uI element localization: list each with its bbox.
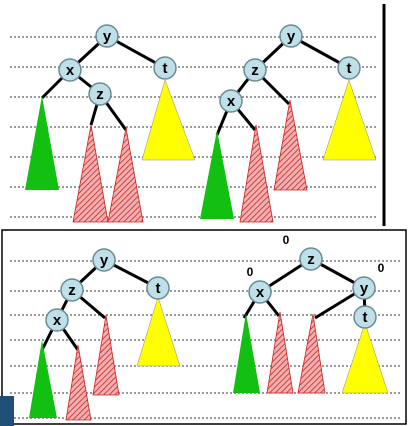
balance-label-x: 0 bbox=[247, 265, 254, 279]
node-label: t bbox=[363, 309, 368, 326]
top-panel: y x z t y z x t bbox=[10, 4, 386, 226]
node-label: t bbox=[156, 280, 161, 297]
node-label: x bbox=[227, 93, 236, 110]
bottom-panel: y z x t z x y t 0 0 0 bbox=[0, 229, 407, 426]
balance-label-y: 0 bbox=[378, 261, 385, 275]
node-x: x bbox=[219, 89, 243, 113]
panel-border bbox=[1, 229, 407, 425]
node-t: t bbox=[337, 56, 361, 80]
node-label: y bbox=[287, 28, 296, 45]
subtree-green bbox=[29, 340, 57, 418]
tree-diagram-2: y z x t bbox=[200, 24, 377, 223]
node-x: x bbox=[58, 58, 82, 82]
node-label: y bbox=[360, 280, 369, 297]
subtree-hatched bbox=[266, 311, 294, 394]
node-t: t bbox=[153, 56, 177, 80]
node-y: y bbox=[352, 276, 376, 300]
balance-label-z: 0 bbox=[283, 233, 290, 247]
subtree-hatched bbox=[65, 344, 92, 421]
subtree-yellow bbox=[322, 79, 377, 161]
subtree-hatched bbox=[72, 124, 109, 223]
subtree-green bbox=[25, 96, 59, 190]
node-x: x bbox=[45, 308, 69, 332]
subtree-hatched bbox=[92, 314, 120, 396]
node-z: z bbox=[60, 278, 84, 302]
node-label: x bbox=[256, 284, 265, 301]
node-z: z bbox=[299, 247, 323, 271]
node-y: y bbox=[279, 24, 303, 48]
subtree-hatched bbox=[239, 124, 274, 223]
tree-diagram-4: z x y t 0 0 0 bbox=[233, 233, 389, 394]
node-t: t bbox=[146, 276, 170, 300]
subtree-yellow bbox=[341, 322, 389, 394]
node-label: z bbox=[96, 86, 104, 103]
node-label: t bbox=[347, 60, 352, 77]
tree-diagram-3: y z x t bbox=[29, 248, 181, 421]
node-label: x bbox=[66, 62, 75, 79]
node-z: z bbox=[88, 82, 112, 106]
node-y: y bbox=[95, 24, 119, 48]
node-label: y bbox=[103, 28, 112, 45]
node-label: z bbox=[251, 62, 259, 79]
edges bbox=[40, 258, 159, 351]
subtree-green bbox=[200, 130, 234, 219]
tree-diagram-1: y x z t bbox=[25, 24, 196, 223]
subtree-green bbox=[233, 313, 260, 393]
node-label: y bbox=[100, 252, 109, 269]
subtree-yellow bbox=[141, 79, 196, 161]
node-label: t bbox=[163, 60, 168, 77]
node-z: z bbox=[243, 58, 267, 82]
corner-decoration bbox=[0, 396, 14, 426]
node-label: z bbox=[68, 282, 76, 299]
subtree-hatched bbox=[107, 127, 144, 223]
node-x: x bbox=[248, 280, 272, 304]
node-y: y bbox=[92, 248, 116, 272]
subtree-hatched bbox=[273, 99, 308, 191]
subtree-hatched bbox=[297, 313, 326, 394]
node-label: z bbox=[307, 251, 315, 268]
subtree-yellow bbox=[136, 296, 181, 367]
node-label: x bbox=[53, 312, 62, 329]
node-t: t bbox=[353, 305, 377, 329]
edges bbox=[215, 34, 350, 136]
